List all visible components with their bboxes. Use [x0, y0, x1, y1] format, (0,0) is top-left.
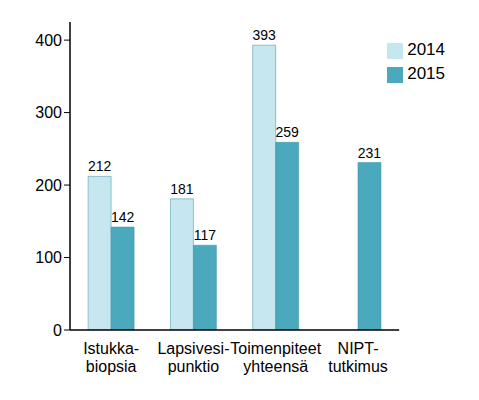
svg-text:NIPT-tutkimus: NIPT-tutkimus: [328, 340, 388, 375]
svg-text:Istukka-biopsia: Istukka-biopsia: [83, 340, 139, 375]
svg-text:142: 142: [111, 209, 135, 225]
svg-text:100: 100: [35, 249, 62, 266]
svg-text:393: 393: [253, 27, 277, 43]
svg-text:300: 300: [35, 104, 62, 121]
svg-text:117: 117: [194, 227, 217, 243]
html-text:2015: 2015: [407, 64, 445, 83]
svg-text:212: 212: [88, 158, 112, 174]
svg-text:181: 181: [170, 181, 194, 197]
svg-text:231: 231: [358, 145, 382, 161]
svg-text:Lapsivesi-punktio: Lapsivesi-punktio: [157, 340, 229, 375]
svg-text:400: 400: [35, 32, 62, 49]
svg-text:200: 200: [35, 177, 62, 194]
svg-text:259: 259: [276, 124, 300, 140]
svg-text:Toimenpiteetyhteensä: Toimenpiteetyhteensä: [230, 340, 321, 375]
html-text:2014: 2014: [407, 40, 445, 59]
svg-text:0: 0: [53, 322, 62, 339]
